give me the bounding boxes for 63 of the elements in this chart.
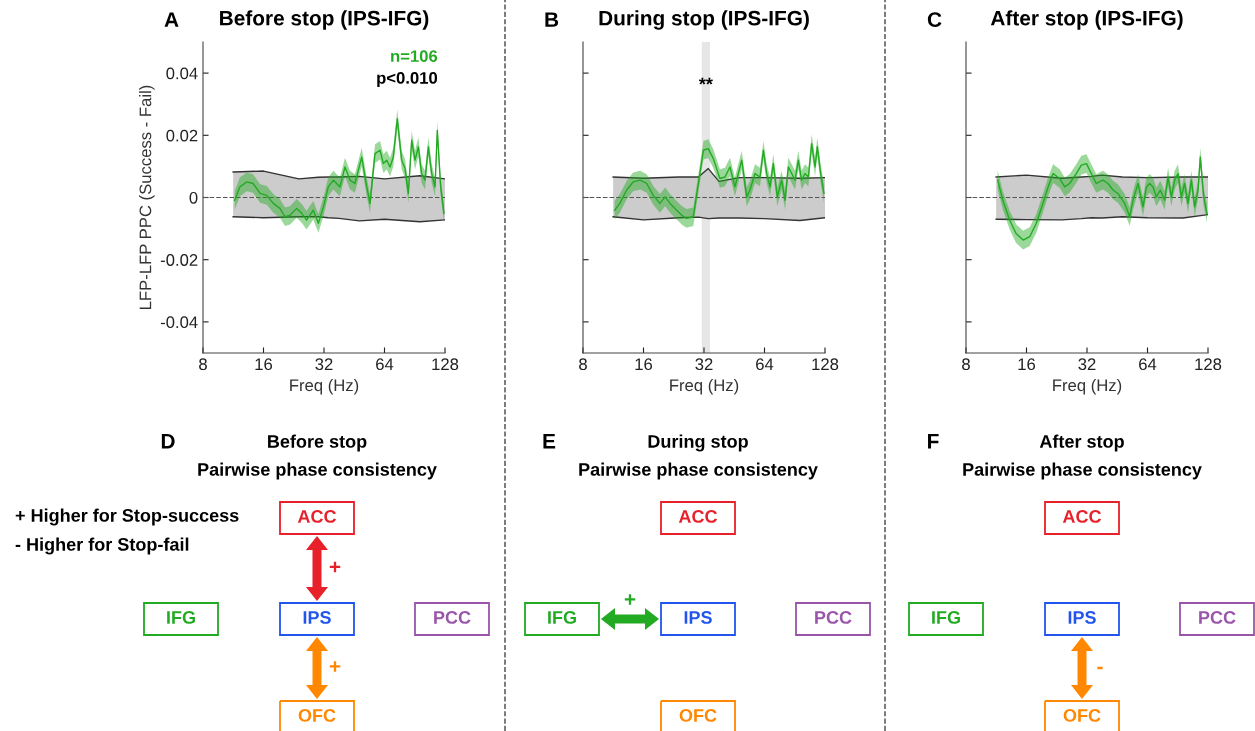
x-axis-title: Freq (Hz) <box>670 378 739 395</box>
text: C <box>927 12 942 27</box>
y-tick-label: 0.04 <box>166 67 198 80</box>
x-tick-label: 128 <box>432 358 459 371</box>
y-tick-label: -0.04 <box>160 316 198 329</box>
x-tick-label: 32 <box>695 358 713 371</box>
chart-title: Before stop (IPS-IFG) <box>220 10 429 30</box>
category-label: IPS <box>303 611 331 624</box>
x-tick-label: 64 <box>756 358 774 371</box>
x-tick-label: 8 <box>199 358 207 371</box>
text: Pairwise phase consistency <box>963 462 1202 480</box>
x-tick-label: 64 <box>376 358 394 371</box>
x-tick-label: 16 <box>635 358 653 371</box>
category-label: OFC <box>1063 709 1101 722</box>
x-tick-label: 128 <box>1195 358 1222 371</box>
text: B <box>545 12 559 27</box>
y-tick-label: 0.02 <box>166 129 198 142</box>
y-axis-title: LFP-LFP PPC (Success - Fail) <box>139 85 155 309</box>
category-label: PCC <box>815 611 852 624</box>
category-label: OFC <box>679 709 717 722</box>
annotation: p<0.010 <box>377 71 438 88</box>
x-tick-label: 128 <box>812 358 839 371</box>
text: A <box>164 12 179 27</box>
x-tick-label: 16 <box>1018 358 1036 371</box>
text: + <box>329 661 341 672</box>
category-label: PCC <box>1199 611 1236 624</box>
chart-title: After stop (IPS-IFG) <box>990 10 1183 30</box>
text: Pairwise phase consistency <box>579 462 818 480</box>
text: Before stop <box>268 434 367 452</box>
text: F <box>928 434 939 449</box>
x-axis-title: Freq (Hz) <box>1053 378 1122 395</box>
x-tick-label: 32 <box>1078 358 1096 371</box>
category-label: ACC <box>1062 510 1102 523</box>
category-label: OFC <box>298 709 336 722</box>
annotation: ** <box>698 77 713 85</box>
x-tick-label: 64 <box>1139 358 1157 371</box>
category-label: IFG <box>167 611 195 624</box>
text: During stop <box>648 434 748 452</box>
category-label: IPS <box>1068 611 1096 624</box>
text: + Higher for Stop-success <box>15 508 239 526</box>
category-label: PCC <box>434 611 471 624</box>
x-tick-label: 32 <box>315 358 333 371</box>
chart-title: During stop (IPS-IFG) <box>599 10 809 30</box>
x-axis-title: Freq (Hz) <box>290 378 359 395</box>
text: Pairwise phase consistency <box>198 462 437 480</box>
text: - Higher for Stop-fail <box>15 537 189 555</box>
category-label: ACC <box>297 510 337 523</box>
x-tick-label: 8 <box>962 358 970 371</box>
text: D <box>161 434 175 449</box>
category-label: IPS <box>684 611 712 624</box>
x-tick-label: 16 <box>255 358 273 371</box>
y-tick-label: -0.02 <box>160 254 198 266</box>
text: After stop <box>1039 434 1124 452</box>
text: E <box>543 434 556 449</box>
text: - <box>1097 666 1103 670</box>
x-tick-label: 8 <box>579 358 587 371</box>
text: + <box>329 561 341 573</box>
y-tick-label: 0 <box>189 191 198 204</box>
category-label: IFG <box>932 611 960 624</box>
text: n=106 <box>391 50 438 63</box>
category-label: ACC <box>678 510 718 523</box>
text: + <box>624 594 636 605</box>
category-label: IFG <box>548 611 576 624</box>
